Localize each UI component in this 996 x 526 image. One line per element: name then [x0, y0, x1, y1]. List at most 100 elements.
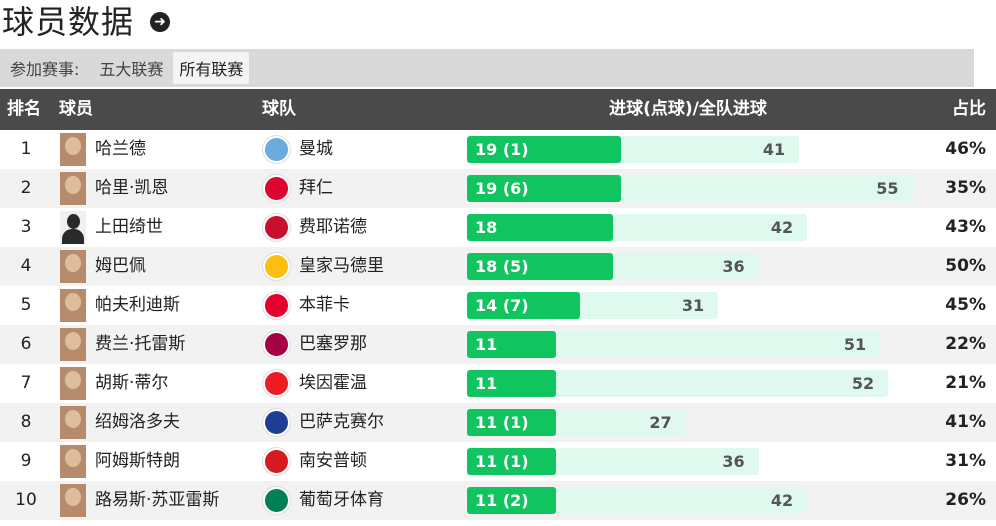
team-goals-value: 51 — [843, 335, 867, 354]
team-goals-value: 52 — [851, 374, 875, 393]
player-name[interactable]: 胡斯·蒂尔 — [95, 373, 169, 393]
table-header: 排名 球员 球队 进球(点球)/全队进球 占比 — [0, 89, 996, 130]
player-name[interactable]: 费兰·托雷斯 — [95, 334, 186, 354]
team-badge-icon[interactable] — [263, 253, 290, 280]
arrow-right-circle-icon[interactable]: ➜ — [150, 12, 171, 32]
team-name[interactable]: 葡萄牙体育 — [299, 490, 384, 510]
player-avatar[interactable] — [60, 289, 86, 322]
team-goals-value: 27 — [649, 413, 672, 432]
player-goals-bar: 18 (5) — [467, 253, 613, 280]
table-row[interactable]: 1 哈兰德 曼城 41 19 (1) 46% — [0, 130, 996, 169]
player-name[interactable]: 哈兰德 — [95, 139, 146, 159]
team-goals-value: 36 — [722, 257, 745, 276]
header-rank[interactable]: 排名 — [7, 99, 41, 119]
rank-cell: 2 — [20, 178, 32, 198]
rank-cell: 6 — [20, 334, 32, 354]
table-row[interactable]: 3 上田绮世 费耶诺德 42 18 43% — [0, 208, 996, 247]
filter-option-top5[interactable]: 五大联赛 — [99, 60, 164, 79]
team-name[interactable]: 曼城 — [299, 139, 333, 159]
player-avatar[interactable] — [60, 328, 86, 361]
competition-filter-bar: 参加赛事: 五大联赛 所有联赛 — [0, 49, 974, 87]
goal-share-pct: 45% — [945, 295, 986, 315]
goal-share-pct: 46% — [945, 139, 986, 159]
player-name[interactable]: 帕夫利迪斯 — [95, 295, 180, 315]
team-badge-icon[interactable] — [263, 136, 290, 163]
rank-cell: 10 — [15, 490, 37, 510]
rank-cell: 5 — [20, 295, 32, 315]
player-name[interactable]: 哈里·凯恩 — [95, 178, 169, 198]
team-badge-icon[interactable] — [263, 370, 290, 397]
team-goals-value: 41 — [762, 140, 786, 159]
player-avatar[interactable] — [60, 367, 86, 400]
player-name[interactable]: 阿姆斯特朗 — [95, 451, 180, 471]
team-badge-icon[interactable] — [263, 448, 290, 475]
goal-share-pct: 31% — [945, 451, 986, 471]
player-goals-bar: 18 — [467, 214, 613, 241]
goal-share-pct: 22% — [945, 334, 986, 354]
player-avatar[interactable] — [60, 406, 86, 439]
rank-cell: 9 — [20, 451, 32, 471]
player-goals-bar: 11 (1) — [467, 448, 557, 475]
goal-share-pct: 26% — [945, 490, 986, 510]
team-name[interactable]: 埃因霍温 — [299, 373, 367, 393]
team-goals-value: 42 — [770, 491, 794, 510]
team-badge-icon[interactable] — [263, 487, 290, 514]
page-title: 球员数据 — [2, 3, 135, 41]
player-avatar[interactable] — [60, 211, 86, 244]
player-name[interactable]: 姆巴佩 — [95, 256, 146, 276]
table-row[interactable]: 8 绍姆洛多夫 巴萨克赛尔 27 11 (1) 41% — [0, 403, 996, 442]
team-name[interactable]: 巴塞罗那 — [299, 334, 367, 354]
team-goals-value: 31 — [681, 296, 705, 315]
team-badge-icon[interactable] — [263, 331, 290, 358]
goal-share-pct: 41% — [945, 412, 986, 432]
player-goals-bar: 11 — [467, 370, 557, 397]
team-name[interactable]: 拜仁 — [299, 178, 333, 198]
team-name[interactable]: 本菲卡 — [299, 295, 350, 315]
table-row[interactable]: 6 费兰·托雷斯 巴塞罗那 51 11 22% — [0, 325, 996, 364]
team-badge-icon[interactable] — [263, 175, 290, 202]
header-team[interactable]: 球队 — [262, 99, 296, 119]
filter-option-all[interactable]: 所有联赛 — [173, 52, 250, 84]
team-name[interactable]: 皇家马德里 — [299, 256, 384, 276]
team-name[interactable]: 南安普顿 — [299, 451, 367, 471]
player-name[interactable]: 上田绮世 — [95, 217, 163, 237]
rank-cell: 7 — [20, 373, 32, 393]
table-row[interactable]: 4 姆巴佩 皇家马德里 36 18 (5) 50% — [0, 247, 996, 286]
player-avatar[interactable] — [60, 133, 86, 166]
player-name[interactable]: 绍姆洛多夫 — [95, 412, 180, 432]
table-row[interactable]: 2 哈里·凯恩 拜仁 55 19 (6) 35% — [0, 169, 996, 208]
team-goals-value: 42 — [770, 218, 794, 237]
rank-cell: 8 — [20, 412, 32, 432]
team-goals-value: 55 — [876, 179, 899, 198]
goal-share-pct: 43% — [945, 217, 986, 237]
header-pct[interactable]: 占比 — [952, 99, 986, 119]
player-avatar[interactable] — [60, 484, 86, 517]
team-name[interactable]: 费耶诺德 — [299, 217, 367, 237]
team-badge-icon[interactable] — [263, 409, 290, 436]
team-name[interactable]: 巴萨克赛尔 — [299, 412, 384, 432]
goal-share-pct: 35% — [945, 178, 986, 198]
player-name[interactable]: 路易斯·苏亚雷斯 — [95, 490, 220, 510]
rank-cell: 3 — [20, 217, 32, 237]
team-goals-value: 36 — [722, 452, 745, 471]
player-goals-bar: 11 (2) — [467, 487, 557, 514]
page-header: 球员数据 ➜ — [0, 0, 171, 44]
table-row[interactable]: 7 胡斯·蒂尔 埃因霍温 52 11 21% — [0, 364, 996, 403]
team-badge-icon[interactable] — [263, 214, 290, 241]
player-avatar[interactable] — [60, 172, 86, 205]
player-avatar[interactable] — [60, 250, 86, 283]
player-avatar[interactable] — [60, 445, 86, 478]
player-goals-bar: 11 — [467, 331, 557, 358]
header-goals[interactable]: 进球(点球)/全队进球 — [609, 99, 767, 119]
table-row[interactable]: 9 阿姆斯特朗 南安普顿 36 11 (1) 31% — [0, 442, 996, 481]
player-goals-bar: 11 (1) — [467, 409, 557, 436]
table-row[interactable]: 5 帕夫利迪斯 本菲卡 31 14 (7) 45% — [0, 286, 996, 325]
player-goals-bar: 19 (6) — [467, 175, 621, 202]
team-badge-icon[interactable] — [263, 292, 290, 319]
filter-label: 参加赛事: — [10, 60, 80, 79]
goal-share-pct: 50% — [945, 256, 986, 276]
rank-cell: 4 — [20, 256, 32, 276]
header-player[interactable]: 球员 — [59, 99, 93, 119]
table-row[interactable]: 10 路易斯·苏亚雷斯 葡萄牙体育 42 11 (2) 26% — [0, 481, 996, 520]
player-goals-bar: 14 (7) — [467, 292, 581, 319]
